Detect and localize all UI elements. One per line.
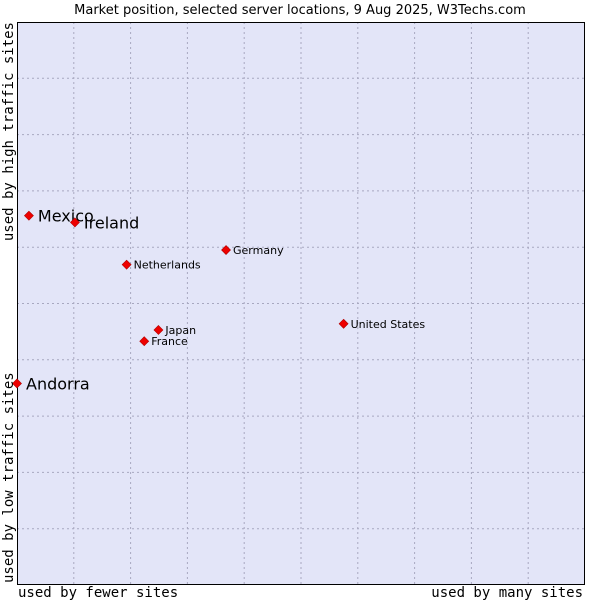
- point-france: [139, 336, 150, 347]
- point-japan: [153, 325, 164, 335]
- point-mexico: [24, 210, 34, 221]
- x-axis-high-label: used by many sites: [431, 585, 583, 600]
- y-axis-high-label: used by high traffic sites: [1, 22, 17, 241]
- point-label-germany: Germany: [233, 244, 284, 257]
- point-netherlands: [121, 259, 132, 270]
- point-united-states: [338, 318, 349, 329]
- point-andorra: [12, 378, 22, 389]
- point-ireland: [70, 217, 80, 228]
- point-label-andorra: Andorra: [26, 374, 90, 393]
- chart-title: Market position, selected server locatio…: [74, 3, 526, 18]
- point-label-france: France: [151, 335, 188, 348]
- point-label-mexico: Mexico: [38, 207, 94, 226]
- point-germany: [221, 245, 231, 255]
- point-label-ireland: Ireland: [84, 213, 139, 232]
- plot-border: [17, 22, 585, 585]
- point-label-united-states: United States: [351, 318, 426, 331]
- point-label-japan: Japan: [164, 324, 196, 337]
- y-axis-low-label: used by low traffic sites: [1, 372, 17, 583]
- point-label-netherlands: Netherlands: [134, 259, 201, 272]
- grid: [17, 22, 585, 585]
- x-axis-low-label: used by fewer sites: [18, 585, 178, 600]
